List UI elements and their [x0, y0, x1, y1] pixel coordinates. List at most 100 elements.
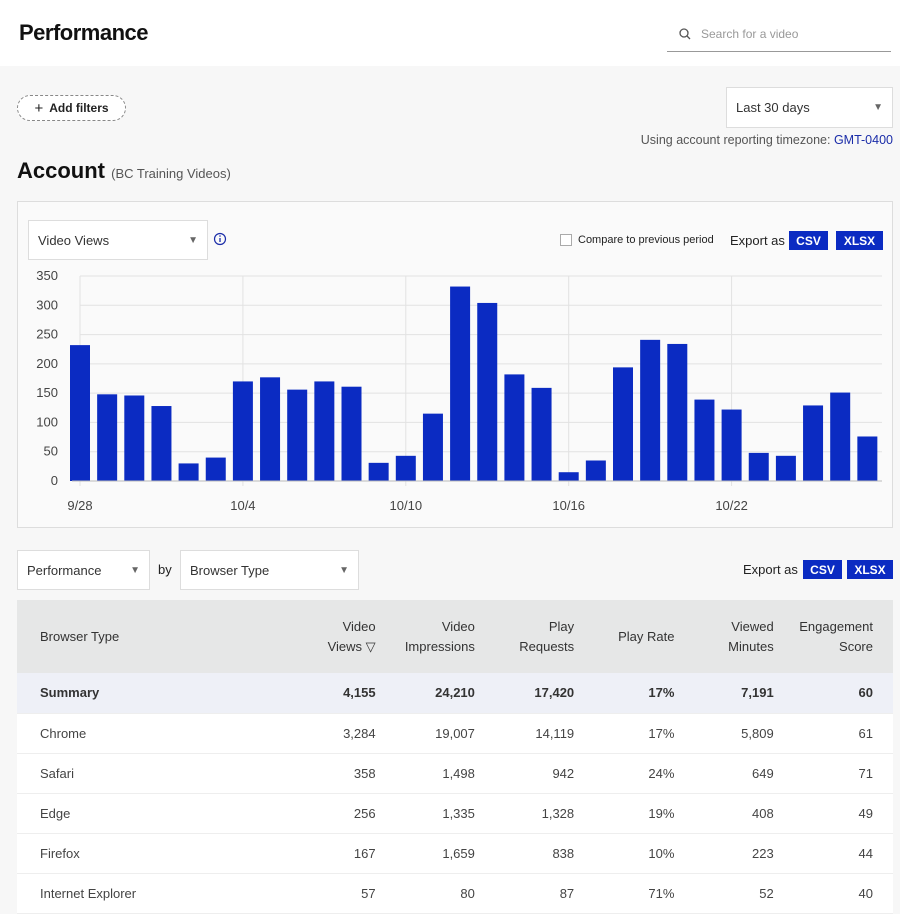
table-cell: 649	[694, 753, 794, 794]
table-cell: 838	[494, 833, 595, 874]
table-cell: 942	[494, 753, 595, 794]
video-views-chart: 0 50 100 150 200 250 300 350 9/28 10/4 10/10 10/16 1…	[36, 268, 882, 513]
bar	[151, 406, 172, 481]
bar	[803, 405, 824, 481]
table-cell: 17,420	[494, 673, 595, 714]
bar	[97, 394, 118, 481]
bar	[205, 457, 226, 481]
table-cell: 3,284	[324, 713, 396, 754]
table-cell: 1,659	[395, 833, 495, 874]
table-cell: 24,210	[395, 673, 495, 714]
table-cell: Chrome	[17, 713, 324, 754]
table-row: Internet Explorer 57 80 87 71% 52 40	[17, 873, 893, 914]
column-header[interactable]: Viewed Minutes	[694, 600, 794, 673]
account-heading: Account (BC Training Videos)	[17, 158, 231, 184]
table-cell: 256	[324, 793, 396, 834]
bar	[585, 460, 606, 481]
x-tick-label: 10/10	[390, 498, 423, 513]
breakdown-metric-select[interactable]: Performance ▼	[17, 550, 150, 590]
bar	[640, 339, 661, 481]
search-input[interactable]	[701, 26, 871, 41]
table-cell: 71	[793, 753, 893, 794]
bar	[341, 386, 362, 481]
table-cell: Safari	[17, 753, 324, 794]
table-cell: 40	[793, 873, 893, 914]
table-cell: 19%	[594, 793, 695, 834]
bar	[857, 436, 878, 481]
dimension-select[interactable]: Browser Type ▼	[180, 550, 359, 590]
compare-checkbox[interactable]	[560, 234, 572, 246]
compare-label: Compare to previous period	[578, 234, 714, 246]
table-export-xlsx-button[interactable]: XLSX	[847, 560, 893, 579]
bar	[422, 413, 443, 481]
table-cell: 52	[694, 873, 794, 914]
bar	[748, 452, 769, 481]
table-cell: 57	[324, 873, 396, 914]
metric-select[interactable]: Video Views ▼	[28, 220, 208, 260]
column-header[interactable]: Video Views ▽	[324, 600, 396, 673]
chevron-down-icon: ▼	[188, 234, 198, 246]
add-filters-button[interactable]: + Add filters	[17, 95, 126, 121]
table-cell: 19,007	[395, 713, 495, 754]
timezone-link[interactable]: GMT-0400	[833, 133, 893, 147]
bar	[395, 455, 416, 481]
table-cell: Edge	[17, 793, 324, 834]
table-cell: Internet Explorer	[17, 873, 324, 914]
y-tick-label: 300	[36, 297, 58, 312]
export-xlsx-button[interactable]: XLSX	[836, 231, 883, 250]
chevron-down-icon: ▼	[873, 102, 883, 113]
table-cell: 60	[793, 673, 893, 714]
y-tick-label: 350	[36, 268, 58, 283]
bar	[124, 395, 145, 481]
table-cell: 5,809	[694, 713, 794, 754]
table-cell: 223	[694, 833, 794, 874]
y-tick-label: 0	[51, 473, 58, 488]
table-cell: 61	[793, 713, 893, 754]
top-bar: Performance	[0, 0, 900, 66]
bar	[178, 463, 199, 481]
bar	[314, 381, 335, 481]
x-tick-label: 10/22	[715, 498, 748, 513]
bar	[232, 381, 253, 481]
column-header[interactable]: Video Impressions	[395, 600, 495, 673]
export-csv-button[interactable]: CSV	[789, 231, 828, 250]
table-cell: Firefox	[17, 833, 324, 874]
performance-table: Browser Type Video Views ▽ Video Impressio…	[17, 600, 893, 914]
table-cell: 17%	[594, 673, 695, 714]
y-tick-label: 200	[36, 356, 58, 371]
table-cell: 7,191	[694, 673, 794, 714]
timezone-text: Using account reporting timezone:	[640, 133, 831, 147]
column-header[interactable]: Play Requests	[494, 600, 595, 673]
table-cell: 1,328	[494, 793, 595, 834]
bar	[477, 302, 498, 481]
by-label: by	[158, 562, 172, 577]
table-row: Safari 358 1,498 942 24% 649 71	[17, 753, 893, 794]
bar	[368, 462, 389, 481]
bar	[70, 345, 90, 481]
bar	[667, 343, 688, 481]
table-cell: 71%	[594, 873, 695, 914]
date-range-select[interactable]: Last 30 days ▼	[726, 87, 893, 128]
table-export-csv-button[interactable]: CSV	[803, 560, 842, 579]
x-tick-label: 10/16	[552, 498, 585, 513]
chevron-down-icon: ▼	[130, 564, 140, 576]
info-icon[interactable]	[213, 232, 227, 246]
table-cell: 44	[793, 833, 893, 874]
table-cell: 87	[494, 873, 595, 914]
column-header[interactable]: Engagement Score	[793, 600, 893, 673]
table-cell: 24%	[594, 753, 695, 794]
table-cell: 408	[694, 793, 794, 834]
account-subtitle: (BC Training Videos)	[111, 166, 231, 181]
table-cell: 1,335	[395, 793, 495, 834]
bar	[830, 392, 851, 481]
bar	[287, 389, 308, 481]
search-box[interactable]	[667, 16, 891, 52]
dimension-value: Browser Type	[190, 562, 270, 578]
column-header[interactable]: Browser Type	[17, 600, 324, 673]
y-tick-label: 50	[44, 444, 58, 459]
bar	[558, 472, 579, 481]
table-cell: 80	[395, 873, 495, 914]
table-row: Firefox 167 1,659 838 10% 223 44	[17, 833, 893, 874]
page-title: Performance	[19, 20, 149, 45]
column-header[interactable]: Play Rate	[594, 600, 695, 673]
